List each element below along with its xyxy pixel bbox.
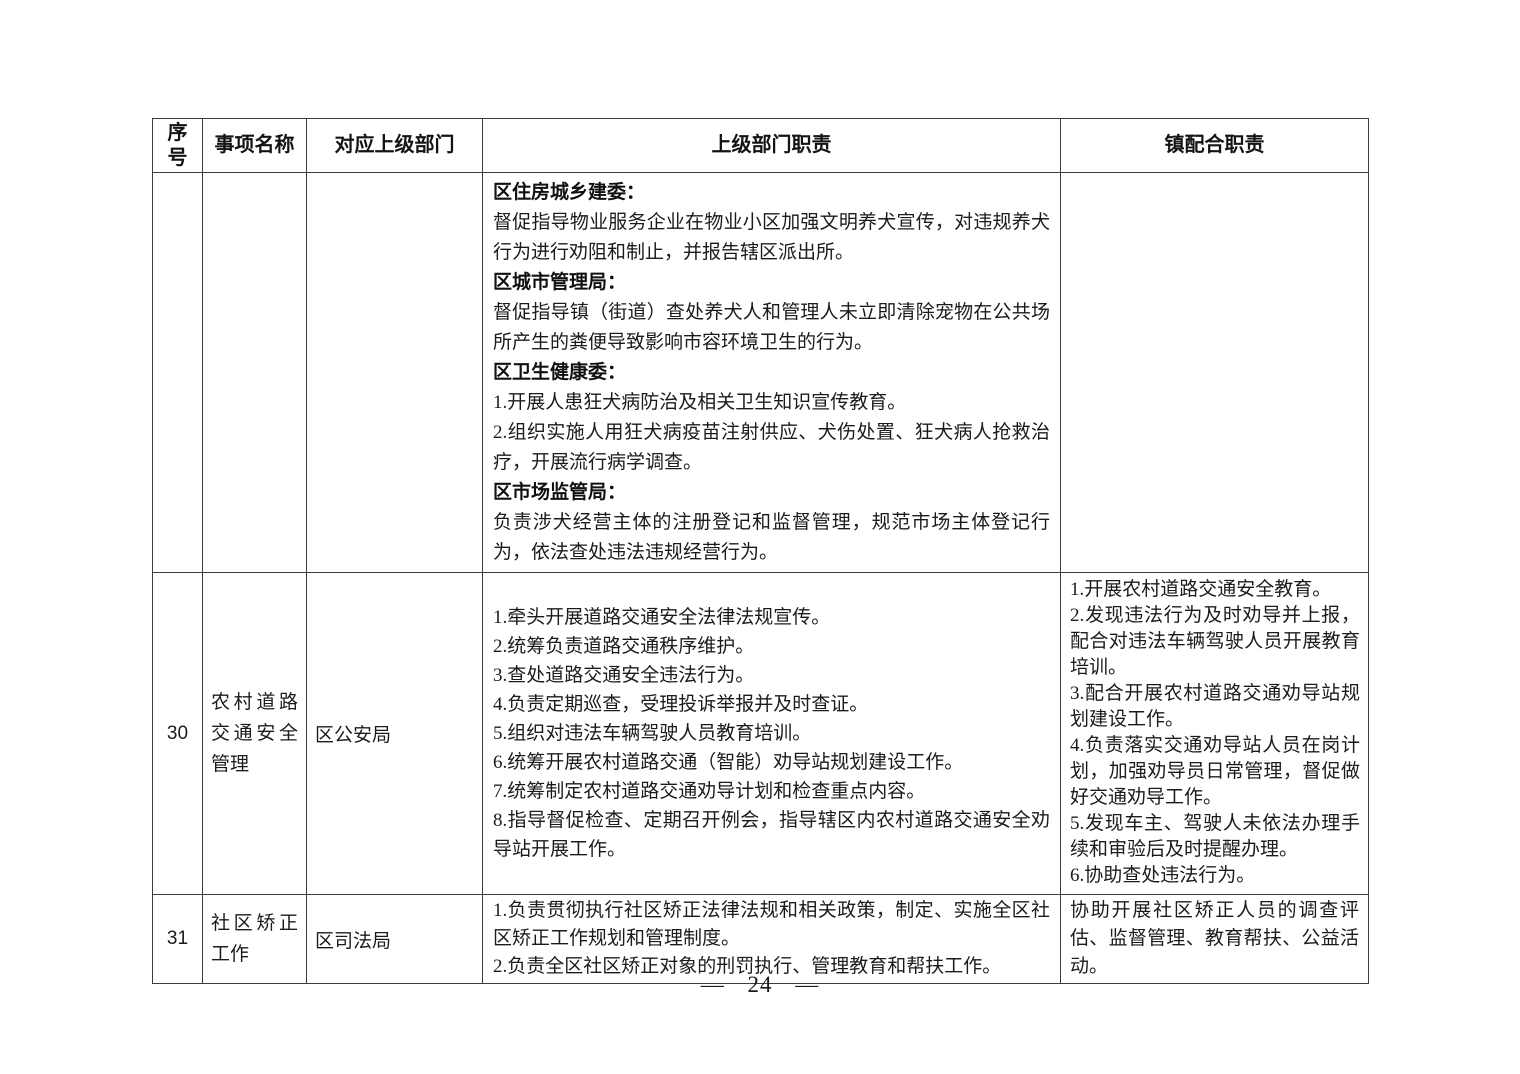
duty-paragraph: 3.配合开展农村道路交通劝导站规划建设工作。 [1070,683,1360,730]
duty-paragraph: 4.负责落实交通劝导站人员在岗计划，加强劝导员日常管理，督促做好交通劝导工作。 [1070,735,1360,808]
duty-paragraph: 6.协助查处违法行为。 [1070,865,1256,886]
cell-seq-number: 31 [152,894,203,984]
cell-town-duties: 1.开展农村道路交通安全教育。 2.发现违法行为及时劝导并上报，配合对违法车辆驾… [1060,572,1369,895]
cell-town-duties [1060,172,1369,573]
table-row-continuation: 区住房城乡建委： 督促指导物业服务企业在物业小区加强文明养犬宣传，对违规养犬行为… [152,172,1369,573]
cell-superior-department [306,172,483,573]
cell-seq-number: 30 [152,572,203,895]
cell-item-name: 农村道路交通安全管理 [202,572,307,895]
table-row-31: 31 社区矫正工作 区司法局 1.负责贯彻执行社区矫正法律法规和相关政策，制定、… [152,894,1369,984]
dept-heading: 区城市管理局： [493,272,627,293]
duty-paragraph: 督促指导镇（街道）查处养犬人和管理人未立即清除宠物在公共场所产生的粪便导致影响市… [493,302,1050,353]
table-row-30: 30 农村道路交通安全管理 区公安局 1.牵头开展道路交通安全法律法规宣传。 2… [152,572,1369,895]
duty-paragraph: 负责涉犬经营主体的注册登记和监督管理，规范市场主体登记行为，依法查处违法违规经营… [493,512,1050,563]
duty-paragraph: 5.发现车主、驾驶人未依法办理手续和审验后及时提醒办理。 [1070,813,1360,860]
header-superior-department: 对应上级部门 [306,118,483,173]
cell-item-name [202,172,307,573]
duty-paragraph: 8.指导督促检查、定期召开例会，指导辖区内农村道路交通安全劝导站开展工作。 [493,810,1050,860]
duty-paragraph: 3.查处道路交通安全违法行为。 [493,665,755,686]
duty-paragraph: 5.组织对违法车辆驾驶人员教育培训。 [493,723,812,744]
responsibility-table: 序号 事项名称 对应上级部门 上级部门职责 镇配合职责 区住房城乡建委： 督促指… [152,118,1369,984]
header-seq-number: 序号 [152,118,203,173]
duty-paragraph: 2.统筹负责道路交通秩序维护。 [493,636,755,657]
cell-superior-department: 区司法局 [306,894,483,984]
page-number: — 24 — [700,972,820,997]
duty-paragraph: 2.发现违法行为及时劝导并上报，配合对违法车辆驾驶人员开展教育培训。 [1070,605,1360,678]
dept-heading: 区市场监管局： [493,482,627,503]
duty-paragraph: 7.统筹制定农村道路交通劝导计划和检查重点内容。 [493,781,926,802]
duty-paragraph: 6.统筹开展农村道路交通（智能）劝导站规划建设工作。 [493,752,964,773]
cell-superior-department: 区公安局 [306,572,483,895]
dept-heading: 区住房城乡建委： [493,182,646,203]
dept-heading: 区卫生健康委： [493,362,627,383]
cell-superior-duties: 1.负责贯彻执行社区矫正法律法规和相关政策，制定、实施全区社区矫正工作规划和管理… [482,894,1061,984]
header-row: 序号 事项名称 对应上级部门 上级部门职责 镇配合职责 [152,118,1369,173]
cell-item-name: 社区矫正工作 [202,894,307,984]
duty-paragraph: 4.负责定期巡查，受理投诉举报并及时查证。 [493,694,869,715]
cell-superior-duties: 区住房城乡建委： 督促指导物业服务企业在物业小区加强文明养犬宣传，对违规养犬行为… [482,172,1061,573]
duty-paragraph: 2.组织实施人用狂犬病疫苗注射供应、犬伤处置、狂犬病人抢救治疗，开展流行病学调查… [493,422,1050,473]
cell-superior-duties: 1.牵头开展道路交通安全法律法规宣传。 2.统筹负责道路交通秩序维护。 3.查处… [482,572,1061,895]
duty-paragraph: 1.牵头开展道路交通安全法律法规宣传。 [493,607,831,628]
duty-paragraph: 2.负责全区社区矫正对象的刑罚执行、管理教育和帮扶工作。 [493,956,1002,977]
cell-seq-number [152,172,203,573]
header-superior-duties: 上级部门职责 [482,118,1061,173]
header-town-duties: 镇配合职责 [1060,118,1369,173]
cell-town-duties: 协助开展社区矫正人员的调查评估、监督管理、教育帮扶、公益活动。 [1060,894,1369,984]
duty-paragraph: 1.开展人患狂犬病防治及相关卫生知识宣传教育。 [493,392,907,413]
duty-paragraph: 1.开展农村道路交通安全教育。 [1070,579,1332,600]
duty-paragraph: 协助开展社区矫正人员的调查评估、监督管理、教育帮扶、公益活动。 [1070,900,1359,977]
duty-paragraph: 1.负责贯彻执行社区矫正法律法规和相关政策，制定、实施全区社区矫正工作规划和管理… [493,900,1050,949]
header-item-name: 事项名称 [202,118,307,173]
duty-paragraph: 督促指导物业服务企业在物业小区加强文明养犬宣传，对违规养犬行为进行劝阻和制止，并… [493,212,1050,263]
